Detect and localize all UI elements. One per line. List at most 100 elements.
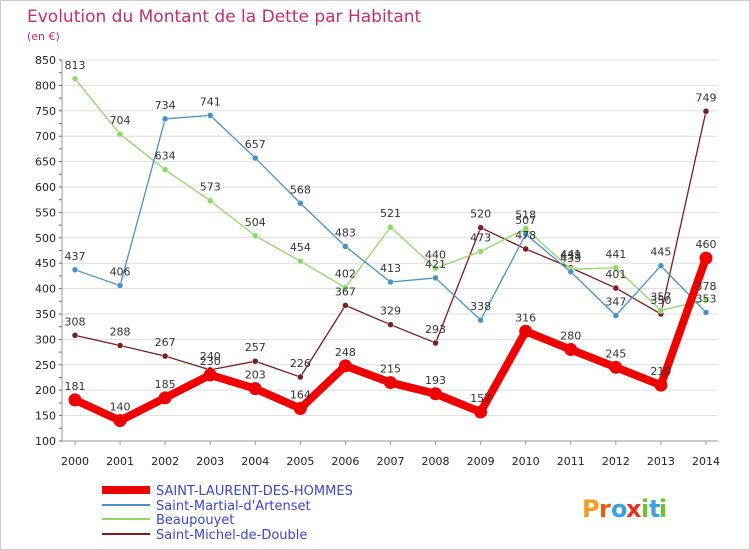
data-label-1: 437 — [65, 250, 86, 263]
data-label-0: 248 — [335, 346, 356, 359]
series-point-3 — [522, 245, 529, 253]
y-tick-label: 200 — [35, 384, 56, 397]
series-point-2 — [71, 75, 79, 83]
y-tick-label: 500 — [35, 232, 56, 245]
series-point-3 — [432, 339, 439, 347]
series-point-1 — [387, 278, 394, 286]
data-label-2: 521 — [380, 207, 401, 220]
series-point-3 — [387, 321, 394, 328]
series-point-3 — [161, 352, 169, 360]
data-label-3: 329 — [380, 305, 401, 318]
data-label-1: 413 — [380, 262, 401, 275]
data-label-1: 507 — [515, 214, 536, 227]
series-point-2 — [252, 232, 259, 240]
data-label-2: 378 — [695, 280, 716, 293]
series-point-0 — [338, 359, 352, 373]
axes: 100 150 200 250 300 350 400 450 500 550 600 650 700 7… — [35, 54, 720, 468]
data-label-2: 473 — [470, 232, 491, 245]
y-tick-label: 650 — [35, 156, 56, 169]
series-point-2 — [612, 264, 620, 272]
series-point-0 — [248, 382, 262, 396]
data-label-2: 518 — [515, 209, 536, 222]
data-label-3: 257 — [245, 341, 266, 354]
logo-letter: o — [611, 495, 628, 523]
y-tick-label: 300 — [35, 333, 56, 346]
data-labels: 181 140 185 230 203 164 248 215 193 157 316 280 245 2… — [65, 59, 717, 414]
data-label-0: 193 — [425, 374, 446, 387]
y-tick-label: 100 — [35, 435, 56, 448]
series-point-0 — [609, 360, 623, 374]
data-label-1: 568 — [290, 183, 311, 196]
data-label-3: 350 — [650, 294, 671, 307]
series-point-0 — [293, 401, 307, 415]
data-label-2: 454 — [290, 241, 311, 254]
data-label-0: 181 — [65, 380, 86, 393]
y-tick-label: 550 — [35, 206, 56, 219]
x-tick-label: 2005 — [286, 455, 314, 468]
data-label-0: 460 — [695, 238, 716, 251]
data-label-3: 401 — [605, 268, 626, 281]
series-group — [68, 75, 713, 428]
series-point-3 — [612, 284, 620, 292]
data-label-0: 215 — [380, 363, 401, 376]
data-label-1: 657 — [245, 138, 266, 151]
series-point-0 — [113, 414, 127, 428]
series-point-3 — [342, 302, 349, 309]
series-point-1 — [342, 243, 349, 250]
data-label-1: 347 — [605, 296, 626, 309]
x-tick-label: 2008 — [422, 455, 450, 468]
series-point-1 — [702, 309, 710, 316]
data-label-1: 338 — [470, 300, 491, 313]
series-point-3 — [116, 342, 124, 349]
series-point-1 — [297, 200, 304, 207]
x-tick-label: 2003 — [196, 455, 224, 468]
series-point-0 — [68, 393, 82, 407]
logo-letter: t — [649, 495, 660, 523]
data-label-1: 353 — [695, 292, 716, 305]
y-tick-label: 350 — [35, 308, 56, 321]
series-point-0 — [158, 391, 172, 405]
data-label-0: 164 — [290, 388, 311, 401]
data-label-3: 293 — [425, 323, 446, 336]
series-point-1 — [477, 316, 484, 324]
data-label-3: 520 — [470, 208, 491, 221]
series-point-0 — [699, 251, 713, 265]
data-label-1: 483 — [335, 226, 356, 239]
series-point-1 — [567, 268, 575, 276]
series-point-1 — [116, 282, 124, 289]
chart-title: Evolution du Montant de la Dette par Hab… — [27, 7, 422, 27]
data-label-1: 421 — [425, 258, 446, 271]
data-label-2: 634 — [155, 150, 176, 163]
data-label-3: 478 — [515, 229, 536, 242]
data-label-3: 226 — [290, 357, 311, 370]
x-tick-label: 2009 — [467, 455, 495, 468]
data-label-0: 230 — [200, 355, 221, 368]
data-label-2: 573 — [200, 181, 221, 194]
data-label-2: 704 — [110, 114, 131, 127]
data-label-2: 438 — [560, 249, 581, 262]
x-tick-label: 2014 — [692, 455, 720, 468]
series-point-2 — [342, 284, 349, 291]
data-label-0: 185 — [155, 378, 176, 391]
data-label-0: 203 — [245, 369, 266, 382]
legend-label-0: SAINT-LAURENT-DES-HOMMES — [156, 484, 353, 499]
y-tick-label: 800 — [35, 79, 56, 92]
legend-label-3: Saint-Michel-de-Double — [156, 528, 307, 543]
series-point-1 — [161, 115, 169, 123]
x-tick-label: 2004 — [241, 455, 269, 468]
series-point-0 — [383, 376, 397, 390]
series-point-0 — [654, 378, 668, 392]
series-point-0 — [429, 387, 443, 401]
x-tick-label: 2000 — [61, 455, 89, 468]
data-label-0: 210 — [650, 365, 671, 378]
series-point-0 — [474, 405, 488, 419]
series-point-2 — [161, 166, 169, 173]
legend-label-2: Beaupouyet — [156, 513, 234, 528]
series-point-2 — [432, 265, 439, 272]
series-point-2 — [477, 248, 484, 255]
legend-label-1: Saint-Martial-d'Artenset — [156, 499, 311, 514]
logo-letter: P — [582, 495, 600, 523]
data-label-2: 504 — [245, 216, 266, 229]
series-point-3 — [252, 357, 259, 365]
